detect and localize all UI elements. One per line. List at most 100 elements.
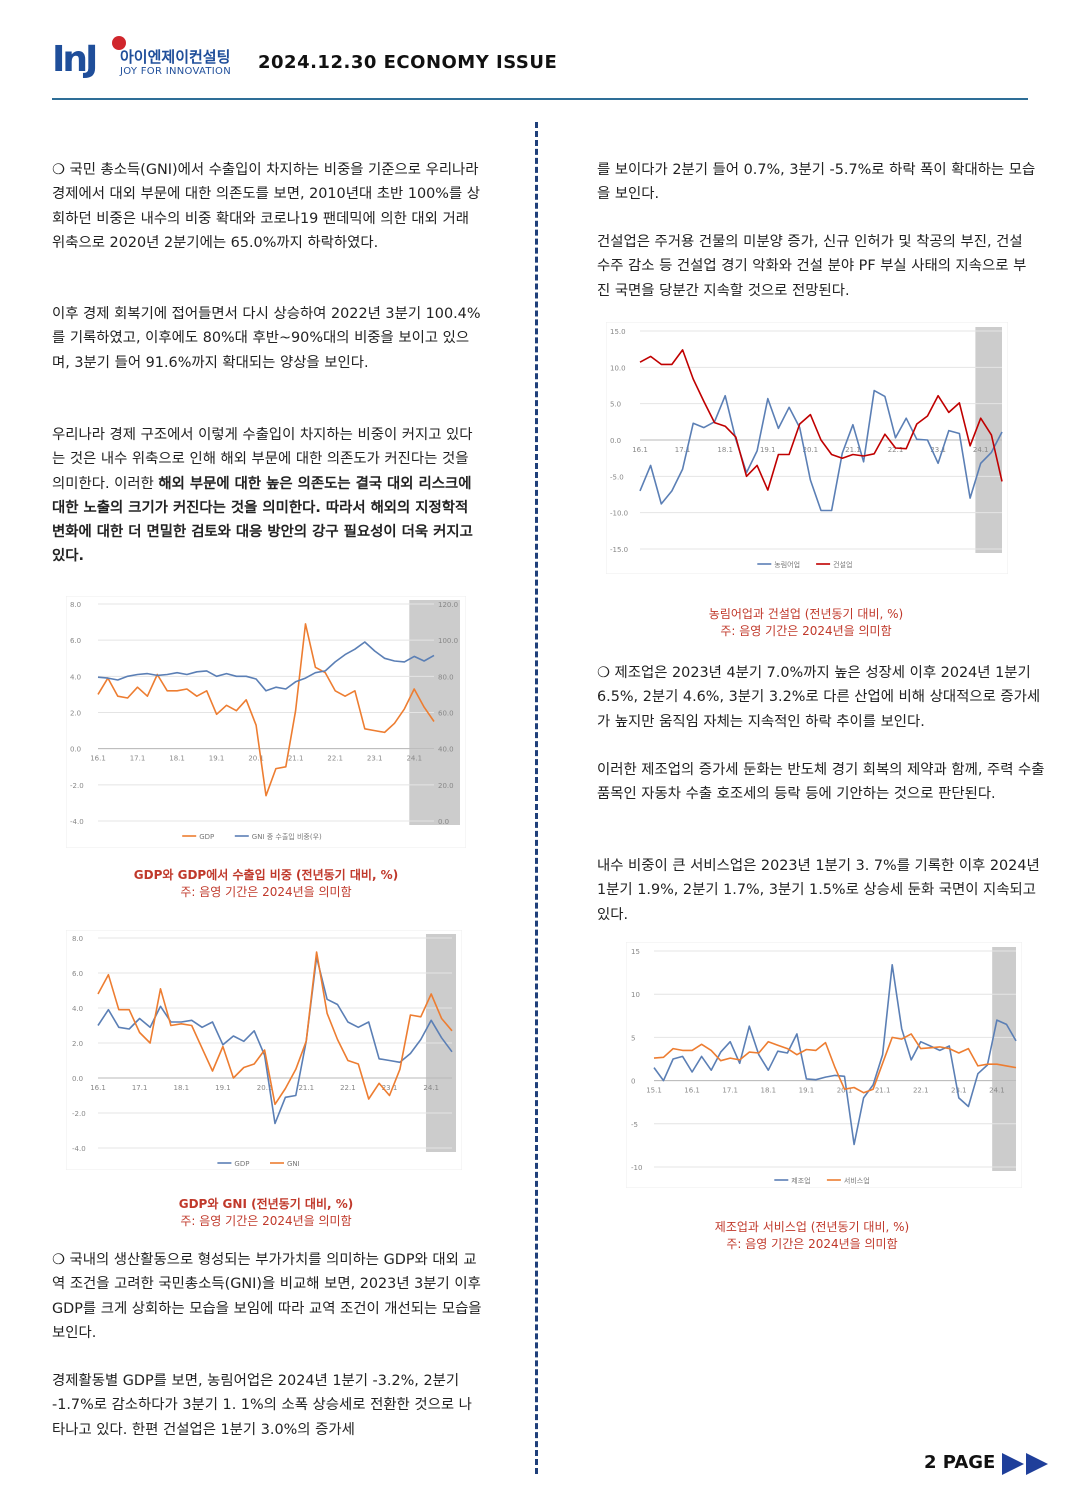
x-tick-label: 23.1 — [951, 1087, 967, 1095]
left-paragraph-2: 이후 경제 회복기에 접어들면서 다시 상승하여 2022년 3분기 100.4… — [52, 306, 481, 371]
x-tick-label: 16.1 — [632, 446, 648, 454]
y-tick-label: -4.0 — [70, 818, 84, 826]
chart2-note: 주: 음영 기간은 2024년을 의미함 — [180, 1214, 352, 1228]
y-tick-label: 8.0 — [72, 935, 83, 943]
y-tick-label: -4.0 — [72, 1145, 86, 1153]
issue-title: 2024.12.30 ECONOMY ISSUE — [258, 52, 558, 73]
series-line-2 — [97, 641, 435, 692]
series-line-2 — [639, 349, 1003, 491]
logo-tagline: JOY FOR INNOVATION — [120, 66, 231, 77]
x-tick-label: 22.1 — [913, 1087, 929, 1095]
x-tick-label: 20.1 — [248, 755, 264, 763]
x-tick-label: 22.1 — [888, 446, 904, 454]
y-tick-label: 4.0 — [72, 1005, 83, 1013]
x-tick-label: 23.1 — [930, 446, 946, 454]
y2-tick-label: 60.0 — [438, 710, 454, 718]
right-paragraph-3: ❍ 제조업은 2023년 4분기 7.0%까지 높은 성장세 이후 2024년 … — [597, 665, 1041, 730]
x-tick-label: 24.1 — [989, 1087, 1005, 1095]
y-tick-label: 15 — [631, 948, 640, 956]
chart-gdp-trade-share-svg: 8.0 6.0 4.0 2.0 0.0 -2.0 -4.0 120.0 100.0 80.0 60.… — [65, 595, 467, 849]
page-header: InJ 아이엔제이컨설팅 JOY FOR INNOVATION 2024.12.… — [52, 30, 1028, 100]
y-tick-label: -2.0 — [72, 1110, 86, 1118]
legend-label: GDP — [234, 1160, 249, 1168]
series-line-2 — [97, 951, 453, 1106]
y2-tick-label: 100.0 — [438, 637, 458, 645]
chart4-title: 제조업과 서비스업 (전년동기 대비, %) — [714, 1220, 910, 1234]
chart-agri-construction: 15.0 10.0 5.0 0.0 -5.0 -10.0 -15.0 16.1 17.1 18.1… — [605, 321, 1009, 575]
y-tick-label: -2.0 — [70, 782, 84, 790]
chart4-caption: 제조업과 서비스업 (전년동기 대비, %) 주: 음영 기간은 2024년을 … — [606, 1219, 1018, 1253]
series-line-1 — [639, 389, 1003, 512]
x-tick-label: 16.1 — [90, 755, 106, 763]
y-tick-label: 2.0 — [72, 1040, 83, 1048]
chart-gdp-gni: 8.0 6.0 4.0 2.0 0.0 -2.0 -4.0 16.1 17.1 18.1 19.1 2… — [65, 929, 463, 1171]
x-tick-label: 20.1 — [803, 446, 819, 454]
y2-tick-label: 20.0 — [438, 782, 454, 790]
legend-label: GNI — [287, 1160, 300, 1168]
y-tick-label: 10 — [631, 991, 640, 999]
chart-gdp-trade-share: 8.0 6.0 4.0 2.0 0.0 -2.0 -4.0 120.0 100.0 80.0 60.… — [65, 595, 467, 849]
x-tick-label: 19.1 — [799, 1087, 815, 1095]
left-paragraph-3-normal: 우리나라 경제 구조에서 이렇게 수출입이 차지하는 비중이 커지고 있다는 것… — [52, 427, 473, 492]
y-tick-label: 0.0 — [610, 437, 621, 445]
legend-label: GDP — [199, 833, 214, 841]
x-tick-label: 22.1 — [327, 755, 343, 763]
left-paragraph-3: 우리나라 경제 구조에서 이렇게 수출입이 차지하는 비중이 커지고 있다는 것… — [52, 423, 482, 569]
y-tick-label: 5 — [631, 1034, 635, 1042]
x-tick-label: 21.1 — [298, 1084, 314, 1092]
x-tick-label: 17.1 — [132, 1084, 148, 1092]
chart3-title: 농림어업과 건설업 (전년동기 대비, %) — [708, 607, 904, 621]
x-tick-label: 21.1 — [875, 1087, 891, 1095]
chart2-title: GDP와 GNI (전년동기 대비, %) — [178, 1197, 354, 1211]
left-paragraph-3-emphasis: 해외 부문에 대한 높은 의존도는 결국 대외 리스크에대한 노출의 크기가 커… — [52, 475, 473, 565]
chart3-note: 주: 음영 기간은 2024년을 의미함 — [720, 624, 892, 638]
x-tick-label: 20.1 — [837, 1087, 853, 1095]
series-line-1 — [97, 956, 453, 1125]
x-tick-label: 17.1 — [722, 1087, 738, 1095]
right-paragraph-4: 이러한 제조업의 증가세 둔화는 반도체 경기 회복의 제약과 함께, 주력 수… — [597, 762, 1045, 803]
y2-tick-label: 40.0 — [438, 746, 454, 754]
y-tick-label: 0.0 — [72, 1075, 83, 1083]
chart-frame — [65, 595, 467, 849]
x-tick-label: 16.1 — [684, 1087, 700, 1095]
right-paragraph-1: 를 보이다가 2분기 들어 0.7%, 3분기 -5.7%로 하락 폭이 확대하… — [597, 162, 1036, 203]
chart-gdp-gni-svg: 8.0 6.0 4.0 2.0 0.0 -2.0 -4.0 16.1 17.1 18.1 19.1 2… — [65, 929, 463, 1171]
x-tick-label: 22.1 — [340, 1084, 356, 1092]
y2-tick-label: 80.0 — [438, 673, 454, 681]
x-tick-label: 24.1 — [973, 446, 989, 454]
x-tick-label: 16.1 — [90, 1084, 106, 1092]
y-tick-label: 4.0 — [70, 673, 81, 681]
chart-manufacturing-services: 15 10 5 0 -5 -10 15.1 16.1 17.1 18.1 19.1 20.1 21.1 2… — [625, 941, 1023, 1189]
chart3-caption: 농림어업과 건설업 (전년동기 대비, %) 주: 음영 기간은 2024년을 … — [606, 606, 1006, 640]
y-tick-label: 5.0 — [610, 401, 621, 409]
x-tick-label: 17.1 — [130, 755, 146, 763]
x-tick-label: 23.1 — [367, 755, 383, 763]
y-tick-label: -5.0 — [610, 473, 624, 481]
y-tick-label: 10.0 — [610, 364, 626, 372]
page-number: 2 PAGE — [924, 1452, 996, 1473]
column-divider — [535, 122, 538, 1474]
x-tick-label: 19.1 — [209, 755, 225, 763]
series-line-1 — [653, 963, 1017, 1146]
y-tick-label: 6.0 — [72, 970, 83, 978]
x-tick-label: 21.1 — [845, 446, 861, 454]
logo-dot-icon — [112, 36, 126, 50]
series-line-1 — [97, 623, 435, 797]
chart1-note: 주: 음영 기간은 2024년을 의미함 — [180, 885, 352, 899]
y-tick-label: 2.0 — [70, 710, 81, 718]
y-tick-label: -10.0 — [610, 510, 628, 518]
x-tick-label: 18.1 — [761, 1087, 777, 1095]
legend-label: 서비스업 — [844, 1176, 870, 1185]
right-paragraph-2: 건설업은 주거용 건물의 미분양 증가, 신규 인허가 및 착공의 부진, 건설… — [597, 234, 1027, 299]
y-tick-label: -10 — [631, 1164, 642, 1172]
chart1-title: GDP와 GDP에서 수출입 비중 (전년동기 대비, %) — [133, 868, 399, 882]
chart4-note: 주: 음영 기간은 2024년을 의미함 — [726, 1237, 898, 1251]
company-logo: InJ 아이엔제이컨설팅 JOY FOR INNOVATION — [52, 36, 252, 86]
x-tick-label: 19.1 — [760, 446, 776, 454]
y-tick-label: -5 — [631, 1121, 638, 1129]
y-tick-label: 8.0 — [70, 601, 81, 609]
logo-korean-name: 아이엔제이컨설팅 — [120, 48, 231, 66]
x-tick-label: 18.1 — [717, 446, 733, 454]
chart-manufacturing-services-svg: 15 10 5 0 -5 -10 15.1 16.1 17.1 18.1 19.1 20.1 21.1 2… — [625, 941, 1023, 1189]
y2-tick-label: 0.0 — [438, 818, 449, 826]
